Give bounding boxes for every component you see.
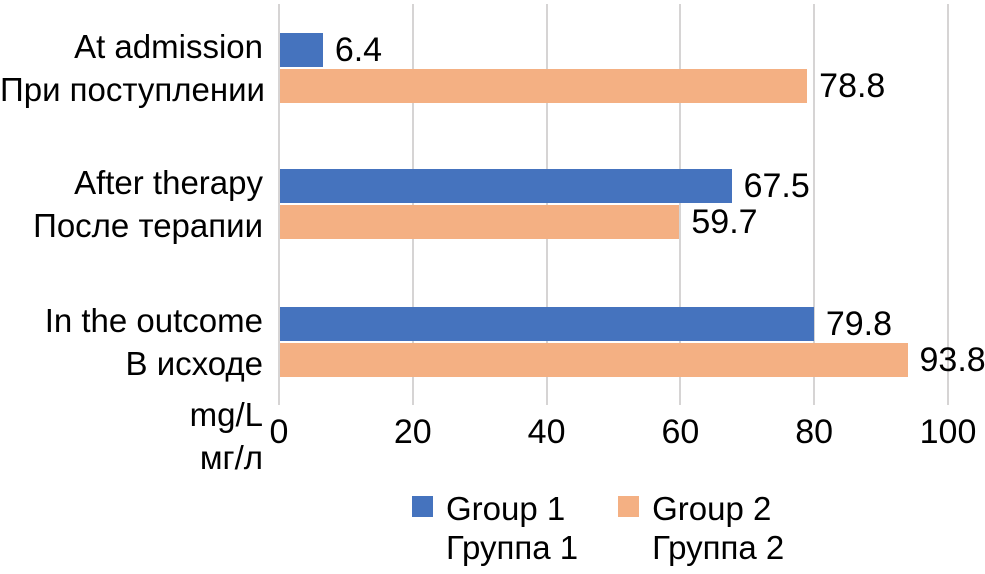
value-label: 67.5 [743,167,810,205]
gridline [278,4,280,392]
x-axis-tick [545,392,548,405]
x-axis-tick [411,392,414,405]
category-label: In the outcome В исходе [0,299,263,385]
legend-label-en: Group 1 [446,490,566,527]
value-label: 79.8 [825,305,893,343]
value-label: 93.8 [919,341,985,379]
category-label: At admission При поступлении [0,25,265,111]
bar-group2 [280,343,908,377]
x-axis-unit-ru: мг/л [199,439,263,476]
category-label-ru: При поступлении [0,71,265,108]
value-label: 59.7 [691,203,758,241]
category-label-ru: В исходе [125,345,263,382]
legend-entry-group1: Group 1 Группа 1 [412,489,578,567]
value-label: 6.4 [334,31,383,69]
x-axis-tick [278,392,280,405]
category-label-ru: После терапии [33,207,263,244]
gridline [813,4,816,392]
bar-group1 [280,33,323,67]
legend-label-ru: Группа 1 [446,529,579,566]
legend-label-ru: Группа 2 [652,529,785,566]
category-label-en: After therapy [74,164,263,201]
x-tick-label: 80 [795,413,834,451]
legend-swatch-group2-icon [618,496,640,517]
x-tick-label: 40 [527,413,566,451]
legend-label-en: Group 2 [652,490,772,527]
x-tick-label: 20 [393,413,432,451]
bar-group2 [280,205,680,239]
bar-group1 [280,169,732,203]
value-label: 78.8 [819,67,886,105]
category-label-en: In the outcome [44,302,263,339]
x-axis-tick [679,392,682,405]
legend: Group 1 Группа 1 Group 2 Группа 2 [412,489,784,567]
category-label: After therapy После терапии [0,161,263,247]
gridline [947,4,949,392]
bar-group2 [280,69,808,103]
x-tick-label: 60 [661,413,700,451]
x-tick-label: 0 [269,413,289,451]
legend-labels: Group 2 Группа 2 [652,489,784,567]
x-tick-label: 100 [919,413,977,451]
x-axis-tick [947,392,949,405]
bar-group1 [280,307,814,341]
x-axis-unit-label: mg/L мг/л [0,393,263,479]
legend-labels: Group 1 Группа 1 [446,489,578,567]
x-axis-tick [813,392,816,405]
legend-entry-group2: Group 2 Группа 2 [618,489,784,567]
x-axis-unit-en: mg/L [189,396,263,433]
category-label-en: At admission [74,28,263,65]
legend-swatch-group1-icon [412,496,433,517]
